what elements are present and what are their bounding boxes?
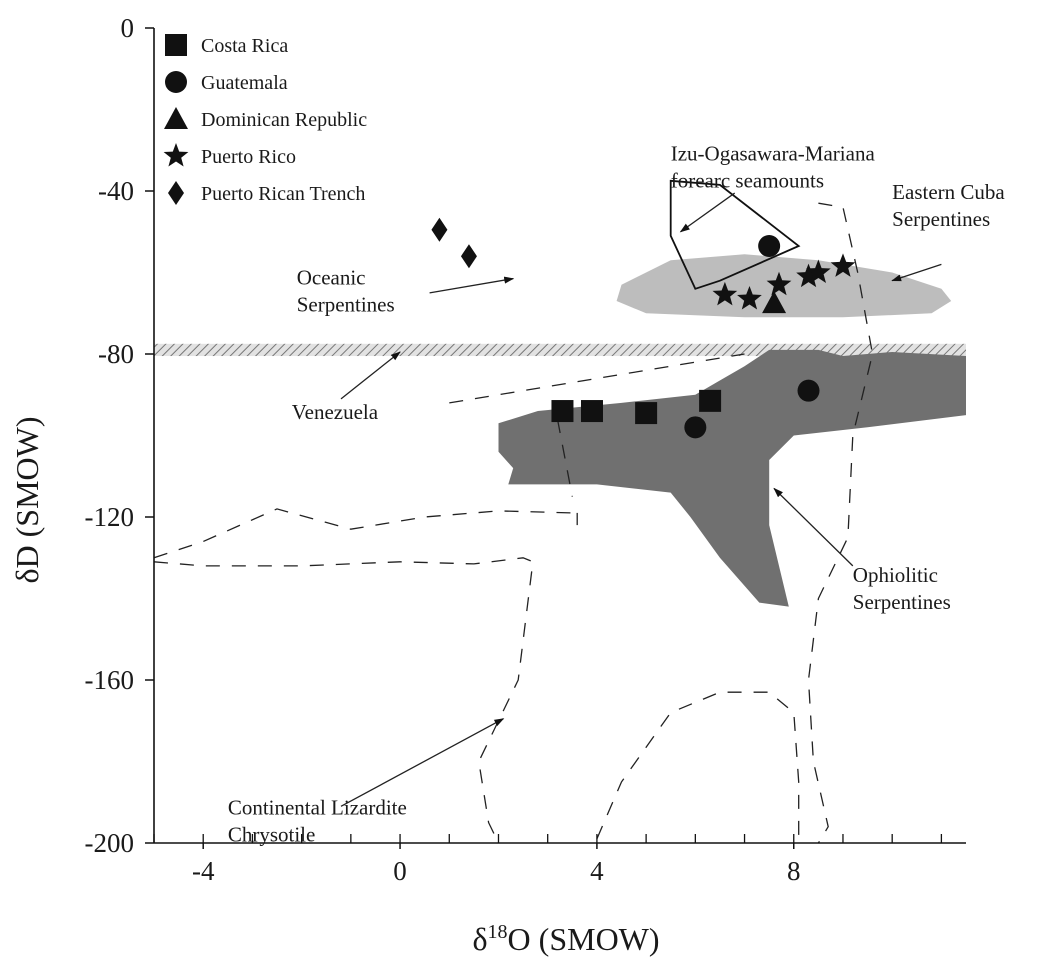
legend-marker-diamond bbox=[168, 181, 184, 205]
annotation-arrow bbox=[429, 276, 515, 294]
data-point-circle bbox=[684, 416, 707, 439]
y-tick-label: -200 bbox=[85, 828, 135, 858]
data-point-diamond bbox=[460, 244, 477, 269]
data-point-star bbox=[796, 263, 821, 288]
annotation-layer: Izu-Ogasawara-Mariana forearc seamounts Ea… bbox=[228, 141, 1006, 846]
data-point-star bbox=[806, 259, 831, 283]
legend-marker-circle bbox=[165, 71, 187, 93]
data-point-circle bbox=[758, 235, 781, 258]
data-point-circle bbox=[797, 379, 820, 402]
data-point-star bbox=[712, 281, 738, 306]
y-tick-label: -160 bbox=[85, 665, 135, 695]
legend-label: Guatemala bbox=[201, 72, 288, 94]
legend: Costa Rica Guatemala Dominican Republic Pue… bbox=[163, 34, 367, 205]
legend-label: Dominican Republic bbox=[201, 109, 367, 131]
dashed-outline-layer bbox=[153, 202, 874, 844]
x-tick-label: 8 bbox=[787, 856, 801, 886]
x-tick-label: 0 bbox=[393, 856, 407, 886]
y-tick-label: 0 bbox=[121, 13, 135, 43]
x-tick-label: -4 bbox=[192, 856, 215, 886]
data-point-square bbox=[551, 400, 574, 423]
y-axis-title: δD (SMOW) bbox=[9, 416, 45, 583]
x-axis-title-sup: 18 bbox=[488, 921, 508, 943]
venezuela-band bbox=[154, 343, 966, 357]
data-point-triangle bbox=[762, 291, 787, 314]
legend-label: Puerto Rican Trench bbox=[201, 183, 365, 205]
y-tick-label: -120 bbox=[85, 502, 135, 532]
annotation-arrow bbox=[773, 487, 854, 567]
x-axis-title-suffix: O (SMOW) bbox=[508, 921, 660, 957]
annotation-label: Ophiolitic Serpentines bbox=[853, 563, 951, 614]
axes bbox=[153, 28, 966, 844]
annotation-label: Venezuela bbox=[292, 400, 379, 424]
data-point-star bbox=[766, 271, 792, 296]
data-point-star bbox=[737, 286, 762, 310]
y-tick-label: -80 bbox=[98, 339, 134, 369]
dashed-outline bbox=[153, 557, 534, 844]
ophiolitic-field bbox=[498, 349, 966, 607]
dashed-outline bbox=[153, 508, 573, 559]
annotation-line: Chrysotile bbox=[228, 822, 316, 846]
annotation-line: Ophiolitic bbox=[853, 563, 938, 587]
annotation-line: Izu-Ogasawara-Mariana bbox=[671, 141, 876, 165]
annotation-arrow bbox=[340, 718, 505, 807]
legend-marker-triangle bbox=[164, 107, 188, 129]
annotation-label: Oceanic Serpentines bbox=[297, 266, 395, 317]
annotation-line: Continental Lizardite bbox=[228, 795, 407, 819]
dashed-outline bbox=[556, 419, 573, 497]
annotation-label: Izu-Ogasawara-Mariana forearc seamounts bbox=[671, 141, 876, 192]
legend-label: Puerto Rico bbox=[201, 146, 296, 168]
data-point-square bbox=[580, 400, 603, 423]
tick-layer: 0-40-80-120-160-200-4 0 4 8 bbox=[85, 13, 943, 886]
annotation-arrow bbox=[891, 263, 942, 282]
x-axis-title-prefix: δ bbox=[472, 921, 487, 957]
x-tick-label: 4 bbox=[590, 856, 604, 886]
annotation-line: Serpentines bbox=[853, 590, 951, 614]
annotation-line: Oceanic bbox=[297, 266, 366, 290]
annotation-label: Continental Lizardite Chrysotile bbox=[228, 795, 407, 846]
annotation-line: Serpentines bbox=[297, 293, 395, 317]
annotation-line: Eastern Cuba bbox=[892, 180, 1005, 204]
y-tick-label: -40 bbox=[98, 176, 134, 206]
izu-ogasawara-field bbox=[669, 179, 801, 290]
data-point-star bbox=[830, 253, 856, 277]
annotation-line: forearc seamounts bbox=[671, 168, 824, 192]
legend-marker-square bbox=[165, 34, 187, 56]
annotation-line: Serpentines bbox=[892, 207, 990, 231]
dashed-outline bbox=[596, 691, 800, 843]
legend-label: Costa Rica bbox=[201, 35, 288, 57]
legend-marker-star bbox=[163, 143, 189, 167]
data-point-square bbox=[699, 389, 722, 412]
annotation-arrow bbox=[679, 192, 736, 233]
data-point-diamond bbox=[431, 217, 448, 242]
point-layer bbox=[431, 217, 856, 439]
annotation-label: Eastern Cuba Serpentines bbox=[892, 180, 1005, 231]
annotation-line: Venezuela bbox=[292, 400, 379, 424]
field-layer bbox=[154, 179, 966, 607]
x-axis-title: δ18O (SMOW) bbox=[472, 921, 659, 957]
data-point-square bbox=[635, 402, 658, 425]
annotation-arrow bbox=[340, 351, 401, 400]
